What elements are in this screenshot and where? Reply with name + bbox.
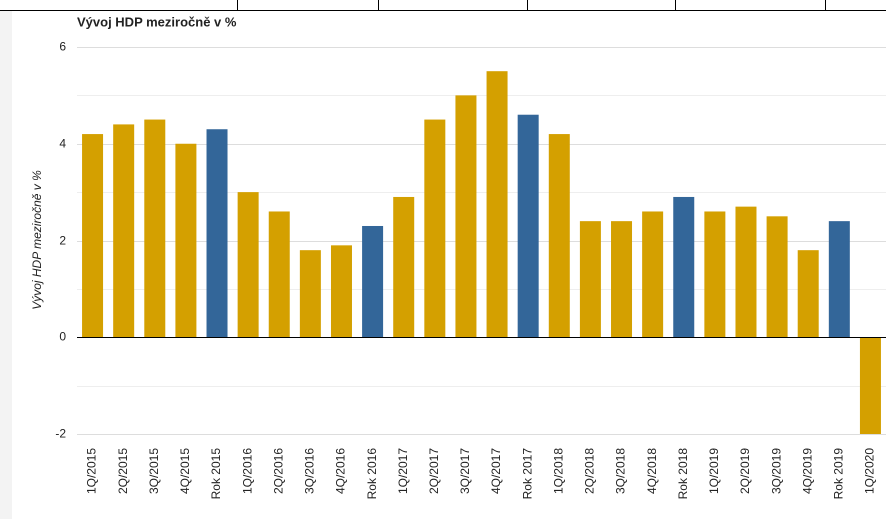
x-tick-label: 1Q/2018 (551, 448, 565, 494)
x-tick-label: 4Q/2018 (645, 448, 659, 494)
bar (206, 129, 228, 338)
x-tick-label: 2Q/2018 (583, 448, 597, 494)
bar (393, 196, 415, 338)
bar (424, 119, 446, 338)
bar (362, 225, 384, 338)
x-tick-label: 1Q/2016 (240, 448, 254, 494)
bar (455, 95, 477, 338)
y-axis-label: Vývoj HDP meziročně v % (30, 170, 44, 310)
x-tick-label: Rok 2015 (209, 448, 223, 500)
chart-title: Vývoj HDP meziročně v % (77, 14, 237, 29)
bar (113, 124, 135, 338)
x-tick-label: 1Q/2015 (85, 448, 99, 494)
bar (237, 192, 259, 338)
y-tick-label: 6 (59, 40, 66, 54)
bar (735, 206, 757, 338)
x-tick-label: 4Q/2019 (800, 448, 814, 494)
bar (175, 143, 197, 338)
bar (828, 221, 850, 338)
y-tick-label: -2 (55, 427, 66, 441)
side-strip (0, 10, 12, 519)
top-strip (0, 0, 886, 11)
x-tick-label: Rok 2018 (676, 448, 690, 500)
x-tick-label: 2Q/2019 (738, 448, 752, 494)
x-tick-label: Rok 2016 (365, 448, 379, 500)
bar (642, 211, 664, 338)
bar (330, 245, 352, 338)
bar (859, 337, 881, 434)
bar (579, 221, 601, 338)
x-tick-label: 2Q/2017 (427, 448, 441, 494)
bar (82, 134, 104, 338)
bar (299, 250, 321, 338)
x-tick-label: 3Q/2019 (769, 448, 783, 494)
bar (611, 221, 633, 338)
x-tick-label: 2Q/2015 (116, 448, 130, 494)
x-tick-label: 4Q/2016 (334, 448, 348, 494)
bar (486, 71, 508, 338)
x-tick-label: 4Q/2017 (489, 448, 503, 494)
bar (548, 134, 570, 338)
x-tick-label: Rok 2019 (831, 448, 845, 500)
x-tick-label: 3Q/2016 (303, 448, 317, 494)
x-tick-label: 3Q/2017 (458, 448, 472, 494)
x-tick-label: 1Q/2017 (396, 448, 410, 494)
x-tick-label: 2Q/2016 (271, 448, 285, 494)
y-tick-label: 4 (59, 137, 66, 151)
bar (144, 119, 166, 338)
y-tick-label: 2 (59, 234, 66, 248)
x-tick-label: 3Q/2015 (147, 448, 161, 494)
bar (766, 216, 788, 338)
x-tick-label: 4Q/2015 (178, 448, 192, 494)
bar (268, 211, 290, 338)
bar (704, 211, 726, 338)
x-tick-label: 1Q/2020 (863, 448, 877, 494)
y-tick-label: 0 (59, 330, 66, 344)
bar (517, 114, 539, 338)
bar (797, 250, 819, 338)
bar (673, 196, 695, 338)
x-tick-label: 3Q/2018 (614, 448, 628, 494)
x-tick-label: 1Q/2019 (707, 448, 721, 494)
x-tick-label: Rok 2017 (520, 448, 534, 500)
